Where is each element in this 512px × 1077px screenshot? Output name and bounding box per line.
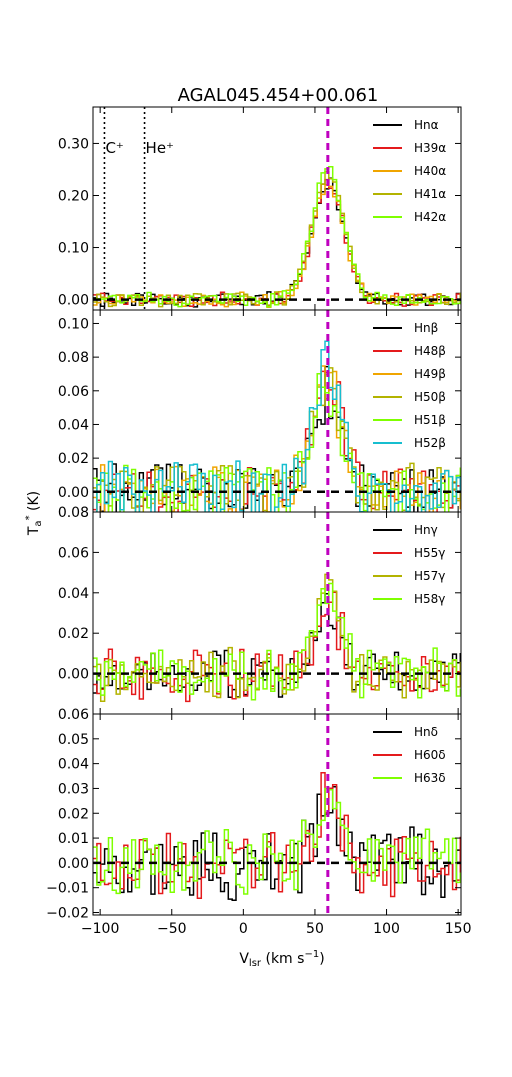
- panel-frame: [92, 713, 462, 916]
- y-tick-label: 0.00: [58, 856, 89, 872]
- series-line-1: [93, 365, 461, 512]
- legend: Hnα H39α H40α H41α H42α: [373, 118, 446, 224]
- legend-entry: H57γ: [414, 569, 445, 583]
- chart-title: AGAL045.454+00.061: [178, 85, 379, 106]
- y-tick-label: −0.02: [46, 906, 89, 922]
- legend-entry: Hnδ: [414, 725, 438, 739]
- y-tick-label: 0.20: [58, 188, 89, 204]
- panel-frame: [92, 106, 462, 311]
- series-line-1: [93, 177, 461, 308]
- series-line-4: [93, 367, 461, 512]
- y-tick-label: 0.10: [58, 316, 89, 332]
- legend-entry: H55γ: [414, 546, 445, 560]
- y-tick-label: 0.08: [58, 505, 89, 521]
- spectra: [93, 165, 461, 308]
- legend-entry: H52β: [414, 436, 446, 450]
- x-tick-label: −50: [157, 921, 187, 937]
- spectra: [93, 771, 461, 902]
- y-tick-label: 0.00: [58, 667, 89, 683]
- y-tick-label: 0.10: [58, 241, 89, 257]
- legend: Hnβ H48β H49β H50β H51β H52β: [373, 321, 446, 450]
- legend: Hnγ H55γ H57γ H58γ: [373, 523, 445, 606]
- y-tick-label: 0.04: [58, 757, 89, 773]
- panel-3: 0.00 0.02 0.04 0.06 0.08 Hnγ H55γ H57γ H58γ: [58, 505, 462, 715]
- legend-entry: H50β: [414, 390, 446, 404]
- y-tick-label: 0.06: [58, 545, 89, 561]
- y-tick-label: 0.04: [58, 586, 89, 602]
- legend-entry: H60δ: [414, 748, 446, 762]
- legend-entry: H41α: [414, 187, 446, 201]
- y-tick-label: 0.08: [58, 350, 89, 366]
- x-tick-label: 150: [445, 921, 472, 937]
- series-line-2: [93, 591, 461, 703]
- y-tick-label: 0.02: [58, 451, 89, 467]
- legend-entry: Hnα: [414, 118, 439, 132]
- legend-entry: Hnγ: [414, 523, 438, 537]
- species-annotation: He⁺: [146, 139, 174, 157]
- y-tick-label: 0.01: [58, 831, 89, 847]
- legend-entry: H48β: [414, 344, 446, 358]
- series-line-4: [93, 582, 461, 701]
- y-tick-label: 0.05: [58, 732, 89, 748]
- x-tick-label: 50: [306, 921, 324, 937]
- series-line-4: [93, 170, 461, 308]
- legend-entry: H51β: [414, 413, 446, 427]
- x-tick-label: 100: [373, 921, 400, 937]
- panels: C⁺ He⁺ 0.00 0.10 0.20 0.30 Hnα H39α H40α H41α H42α…: [46, 106, 462, 922]
- spectra: [93, 573, 461, 703]
- series-line-2: [93, 178, 461, 308]
- spectra: [93, 340, 461, 512]
- y-tick-label: 0.06: [58, 707, 89, 723]
- series-line-1: [93, 786, 461, 902]
- species-annotation: C⁺: [105, 139, 123, 157]
- series-line-3: [93, 183, 461, 308]
- y-tick-label: 0.02: [58, 806, 89, 822]
- y-tick-label: 0.00: [58, 485, 89, 501]
- x-axis: −100 −50 0 50 100 150: [81, 921, 472, 937]
- series-line-2: [93, 771, 461, 900]
- y-tick-label: 0.00: [58, 293, 89, 309]
- y-tick-label: 0.30: [58, 136, 89, 152]
- legend: Hnδ H60δ H63δ: [373, 725, 446, 785]
- y-axis-label: Ta* (K): [24, 491, 44, 536]
- series-line-3: [93, 573, 461, 703]
- series-line-2: [93, 370, 461, 512]
- y-tick-label: 0.03: [58, 781, 89, 797]
- legend-entry: H49β: [414, 367, 446, 381]
- x-tick-label: 0: [239, 921, 248, 937]
- y-tick-label: 0.02: [58, 626, 89, 642]
- legend-entry: H58γ: [414, 592, 445, 606]
- legend-entry: H42α: [414, 210, 446, 224]
- series-line-5: [93, 165, 461, 308]
- x-axis-label: Vlsr (km s−1): [239, 949, 324, 969]
- panel-1: C⁺ He⁺ 0.00 0.10 0.20 0.30 Hnα H39α H40α H41α H42α: [58, 106, 462, 311]
- legend-entry: H39α: [414, 141, 446, 155]
- y-tick-label: 0.06: [58, 384, 89, 400]
- series-line-6: [96, 340, 461, 512]
- x-tick-label: −100: [81, 921, 119, 937]
- y-tick-label: −0.01: [46, 881, 89, 897]
- series-line-3: [93, 787, 461, 895]
- legend-entry: Hnβ: [414, 321, 438, 335]
- panel-4: −0.02 −0.01 0.00 0.01 0.02 0.03 0.04 0.05 0.06 Hn…: [46, 707, 462, 922]
- legend-entry: H40α: [414, 164, 446, 178]
- panel-2: 0.000.020.040.060.080.10 HnβH48βH49βH50βH…: [58, 309, 462, 513]
- legend-entry: H63δ: [414, 771, 446, 785]
- y-tick-label: 0.04: [58, 417, 89, 433]
